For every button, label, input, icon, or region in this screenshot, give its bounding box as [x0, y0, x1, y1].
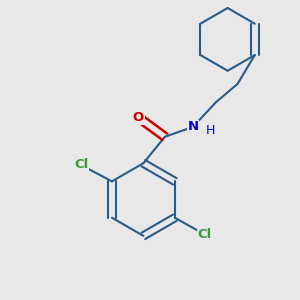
Text: H: H [206, 124, 215, 137]
Text: Cl: Cl [197, 228, 212, 241]
Text: Cl: Cl [74, 158, 88, 171]
Text: O: O [133, 112, 144, 124]
Text: N: N [188, 120, 199, 134]
